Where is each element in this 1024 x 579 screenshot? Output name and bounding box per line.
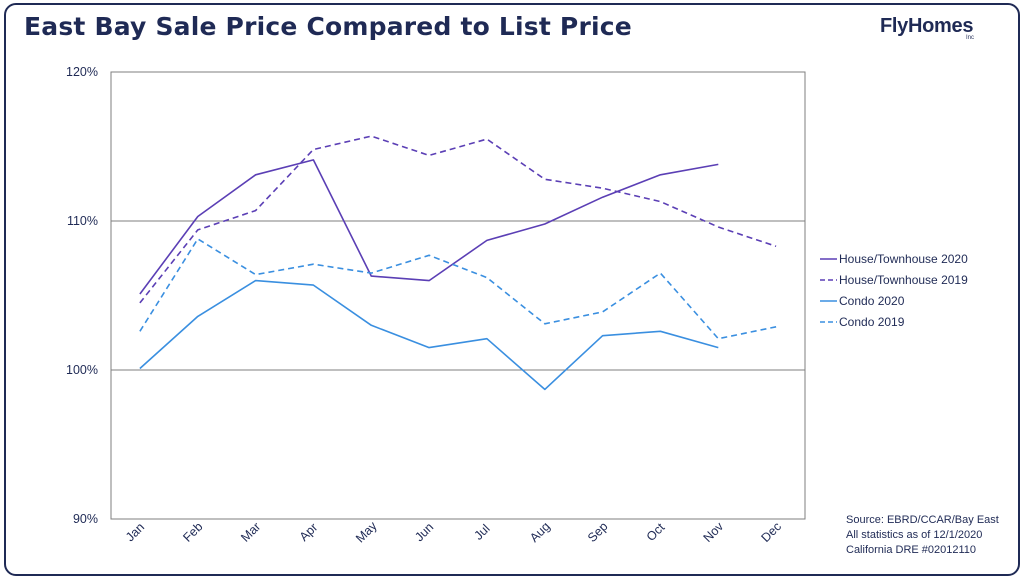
series-line: [139, 279, 719, 391]
grid-layer: [110, 71, 806, 520]
plot-border: [110, 71, 806, 520]
legend: House/Townhouse 2020 House/Townhouse 2019…: [820, 252, 968, 329]
source-note: Source: EBRD/CCAR/Bay East All statistic…: [846, 513, 999, 558]
y-tick-label: 90%: [73, 512, 98, 526]
x-tick-label: Nov: [701, 519, 727, 545]
source-line: Source: EBRD/CCAR/Bay East: [846, 514, 999, 526]
legend-label: Condo 2019: [839, 315, 905, 329]
series-layer: [139, 135, 777, 391]
chart-frame: [4, 3, 1020, 576]
legend-label: Condo 2020: [839, 294, 905, 308]
y-tick-label: 100%: [66, 363, 98, 377]
y-tick-label: 110%: [67, 214, 98, 228]
legend-label: House/Townhouse 2019: [839, 273, 968, 287]
x-tick-label: Jun: [412, 520, 436, 544]
series-line: [139, 135, 777, 304]
x-tick-label: Mar: [238, 520, 263, 545]
series-line: [139, 159, 719, 295]
series-line: [139, 238, 777, 340]
x-tick-label: May: [353, 518, 380, 545]
page-title: East Bay Sale Price Compared to List Pri…: [24, 12, 632, 41]
x-tick-label: Feb: [180, 520, 205, 545]
x-tick-label: Apr: [297, 520, 321, 544]
legend-label: House/Townhouse 2020: [839, 252, 968, 266]
x-tick-label: Aug: [527, 519, 553, 545]
flyhomes-logo-suffix: Inc: [966, 35, 975, 41]
stats-date-line: All statistics as of 12/1/2020: [846, 529, 983, 541]
x-tick-label: Dec: [758, 519, 784, 545]
flyhomes-logo: FlyHomes: [880, 15, 974, 37]
x-tick-label: Oct: [644, 520, 668, 544]
x-tick-label: Sep: [585, 519, 611, 545]
x-tick-label: Jan: [123, 520, 147, 544]
x-tick-label: Jul: [471, 522, 492, 543]
axis-layer: 90% 100% 110% 120% Jan Feb Mar Apr May Jun Jul Aug S…: [66, 65, 784, 545]
y-tick-label: 120%: [66, 65, 98, 79]
dre-line: California DRE #02012110: [846, 544, 977, 556]
